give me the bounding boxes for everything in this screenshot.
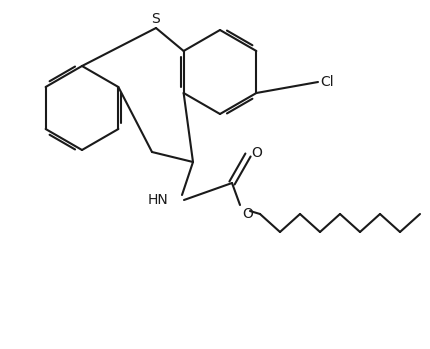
Text: S: S: [152, 12, 160, 26]
Text: HN: HN: [147, 193, 168, 207]
Text: O: O: [242, 207, 253, 221]
Text: O: O: [251, 146, 262, 160]
Text: Cl: Cl: [320, 75, 334, 89]
